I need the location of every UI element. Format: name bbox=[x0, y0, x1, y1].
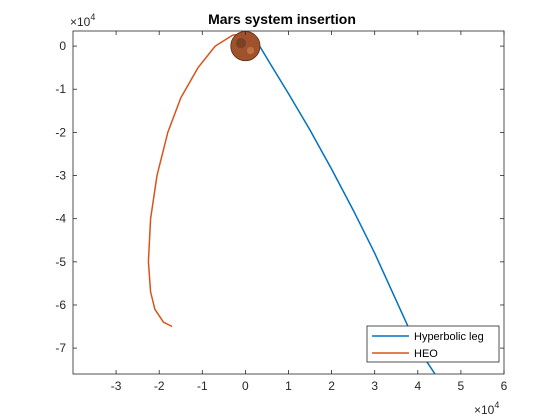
y-tick-label: -1 bbox=[55, 82, 66, 96]
legend: Hyperbolic leg HEO bbox=[366, 325, 500, 363]
mars-surface-feature bbox=[246, 46, 255, 55]
x-tick-label: -1 bbox=[197, 379, 208, 393]
x-axis-ticks: -3 -2 -1 0 1 2 3 4 5 6 bbox=[111, 31, 508, 393]
series-line-hyperbolic-leg bbox=[247, 32, 436, 374]
legend-label-heo: HEO bbox=[414, 348, 438, 360]
series-line-heo bbox=[147, 32, 248, 328]
mars-surface-feature bbox=[235, 38, 247, 49]
y-tick-label: 0 bbox=[59, 39, 66, 53]
y-tick-label: -4 bbox=[55, 212, 66, 226]
x-multiplier-exponent: 4 bbox=[494, 400, 499, 410]
x-tick-label: 3 bbox=[371, 379, 378, 393]
x-multiplier: ×104 bbox=[474, 400, 499, 417]
y-axis-ticks: 0 -1 -2 -3 -4 -5 -6 -7 bbox=[55, 39, 504, 355]
x-tick-label: 4 bbox=[414, 379, 421, 393]
series-layer bbox=[147, 32, 436, 374]
y-tick-label: -3 bbox=[55, 169, 66, 183]
x-tick-label: -2 bbox=[154, 379, 165, 393]
x-multiplier-base: ×10 bbox=[474, 403, 495, 417]
y-tick-label: -5 bbox=[55, 255, 66, 269]
legend-box bbox=[366, 325, 500, 363]
x-tick-label: -3 bbox=[111, 379, 122, 393]
x-tick-label: 2 bbox=[328, 379, 335, 393]
y-multiplier-base: ×10 bbox=[70, 15, 91, 29]
legend-label-hyperbolic-leg: Hyperbolic leg bbox=[414, 331, 484, 343]
x-tick-label: 5 bbox=[458, 379, 465, 393]
planet-layer bbox=[230, 31, 261, 62]
y-tick-label: -6 bbox=[55, 298, 66, 312]
chart-title: Mars system insertion bbox=[208, 11, 356, 27]
x-tick-label: 1 bbox=[285, 379, 292, 393]
y-tick-label: -2 bbox=[55, 125, 66, 139]
x-tick-label: 0 bbox=[242, 379, 249, 393]
y-multiplier: ×104 bbox=[70, 12, 95, 29]
mars-planet-icon bbox=[230, 31, 261, 62]
x-tick-label: 6 bbox=[501, 379, 508, 393]
axes-box bbox=[72, 30, 505, 375]
y-multiplier-exponent: 4 bbox=[90, 12, 95, 22]
y-tick-label: -7 bbox=[55, 341, 66, 355]
